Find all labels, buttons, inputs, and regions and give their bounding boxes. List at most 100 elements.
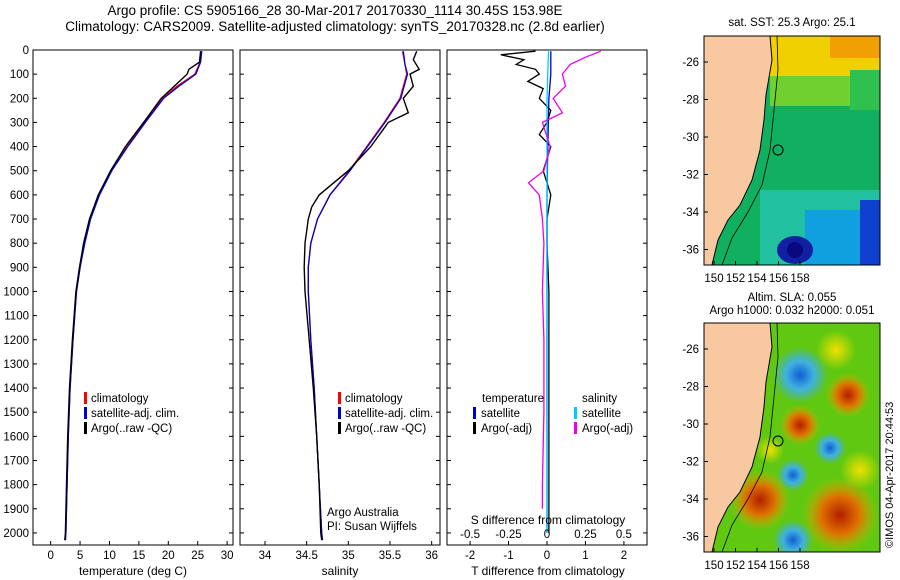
legend-label-t-argo: Argo(-adj): [481, 423, 532, 435]
s-tick-label: 0.5: [616, 529, 632, 541]
map-x-tick-label: 152: [726, 273, 745, 285]
temperature-panel: [32, 49, 234, 546]
series-line-argo-raw-qc-: [64, 51, 202, 541]
difference-legend: temperature salinity satellite Argo(-adj…: [473, 393, 633, 435]
map1-frame: [703, 35, 881, 266]
map-x-tick-label: 150: [704, 560, 723, 572]
plot-title-line-1: Argo profile: CS 5905166_28 30-Mar-2017 …: [107, 3, 563, 18]
map-x-tick-label: 154: [747, 560, 767, 572]
legend-swatch-climatology: [84, 392, 87, 404]
x-tick-label: 36: [425, 550, 438, 562]
legend-swatch-satellite: [338, 407, 341, 419]
map-y-tick-label: -34: [682, 207, 699, 219]
s-tick-label: 0: [544, 529, 550, 541]
legend-swatch-climatology: [338, 392, 341, 404]
x-tick-label: 34: [259, 550, 272, 562]
map-y-tick-label: -28: [682, 382, 699, 394]
x-tick-label: 35.5: [379, 550, 401, 562]
y-tick-label: 600: [10, 190, 29, 202]
y-tick-label: 1600: [3, 431, 29, 443]
salinity-axis-label: salinity: [322, 564, 359, 578]
y-tick-label: 900: [10, 262, 29, 274]
x-tick-label: 34.5: [295, 550, 317, 562]
legend-label-satellite: satellite-adj. clim.: [345, 408, 433, 420]
imos-credit: ©IMOS 04-Apr-2017 20:44:53: [884, 401, 896, 548]
argo-australia-label: Argo Australia: [327, 507, 399, 519]
legend-swatch-t-argo: [473, 422, 476, 434]
x-tick-label: 35: [342, 550, 355, 562]
series-line-climatology: [64, 51, 202, 541]
map-y-tick-label: -36: [682, 532, 699, 544]
salinity-panel: [239, 49, 441, 546]
x-tick-label: 25: [191, 550, 204, 562]
legend-label-t-satellite: satellite: [481, 408, 520, 420]
temperature-axis-label: temperature (deg C): [79, 564, 187, 578]
y-tick-label: 1100: [4, 311, 29, 323]
x-tick-label: -1: [503, 550, 513, 562]
map-y-tick-label: -26: [682, 57, 699, 69]
x-tick-label: 5: [77, 550, 83, 562]
pi-label: PI: Susan Wijffels: [327, 521, 417, 533]
land-australia: [704, 323, 773, 552]
series-line-temperature-argo-adj-: [500, 50, 552, 533]
y-tick-label: 700: [10, 214, 29, 226]
plot-title-line-2: Climatology: CARS2009. Satellite-adjuste…: [65, 19, 605, 34]
map2-title-1: Altim. SLA: 0.055: [748, 292, 837, 304]
s-tick-label: 0.25: [574, 529, 596, 541]
map2-title-2: Argo h1000: 0.032 h2000: 0.051: [710, 305, 875, 317]
legend-swatch-s-satellite: [574, 407, 577, 419]
map-x-tick-label: 156: [769, 273, 788, 285]
salinity-legend: climatology satellite-adj. clim. Argo(..…: [338, 392, 433, 435]
map-y-tick-label: -36: [682, 245, 699, 257]
y-tick-label: 1300: [3, 359, 29, 371]
legend-label-argo: Argo(..raw -QC): [91, 423, 172, 435]
y-tick-label: 100: [10, 69, 29, 81]
y-tick-label: 500: [10, 166, 29, 178]
legend-swatch-argo: [338, 422, 341, 434]
legend-swatch-argo: [84, 422, 87, 434]
map-x-tick-label: 158: [790, 273, 809, 285]
legend-label-s-satellite: satellite: [582, 408, 621, 420]
legend-label-satellite: satellite-adj. clim.: [91, 408, 179, 420]
legend-swatch-satellite: [84, 407, 87, 419]
map1-title: sat. SST: 25.3 Argo: 25.1: [728, 17, 855, 29]
isobath-line: [721, 323, 779, 552]
map-x-tick-label: 152: [726, 560, 745, 572]
map-y-tick-label: -32: [682, 457, 699, 469]
map-y-tick-label: -30: [682, 132, 699, 144]
map-x-tick-label: 150: [704, 273, 723, 285]
y-tick-label: 300: [10, 117, 29, 129]
series-line-satellite-adj-clim-: [64, 51, 203, 541]
x-tick-label: 20: [162, 550, 175, 562]
y-tick-label: 1700: [3, 455, 29, 467]
sst-map: [704, 36, 880, 265]
x-tick-label: 0: [47, 550, 53, 562]
legend-label-argo: Argo(..raw -QC): [345, 423, 426, 435]
y-tick-label: 1400: [3, 383, 29, 395]
y-tick-label: 1500: [3, 407, 29, 419]
legend-swatch-s-argo: [574, 422, 577, 434]
isobath-line: [721, 36, 779, 265]
y-tick-label: 1000: [3, 286, 29, 298]
legend-swatch-t-satellite: [473, 407, 476, 419]
map-y-tick-label: -34: [682, 494, 699, 506]
map-x-tick-label: 158: [790, 560, 809, 572]
series-line-satellite-adj-clim-: [307, 51, 409, 541]
argo-position-marker: [772, 435, 784, 447]
sla-map: [704, 323, 880, 552]
series-line-salinity-satellite: [546, 51, 550, 533]
y-tick-label: 400: [10, 142, 29, 154]
map-y-tick-label: -28: [682, 95, 699, 107]
map2-frame: [703, 322, 881, 553]
x-tick-label: 2: [621, 550, 627, 562]
x-tick-label: -2: [465, 550, 475, 562]
s-tick-label: -0.25: [495, 529, 521, 541]
map-y-tick-label: -26: [682, 344, 699, 356]
map-x-tick-label: 154: [747, 273, 767, 285]
y-tick-label: 0: [23, 45, 29, 57]
y-tick-label: 2000: [3, 528, 29, 540]
x-tick-label: 10: [103, 550, 116, 562]
y-tick-label: 1900: [3, 504, 29, 516]
x-tick-label: 1: [582, 550, 588, 562]
